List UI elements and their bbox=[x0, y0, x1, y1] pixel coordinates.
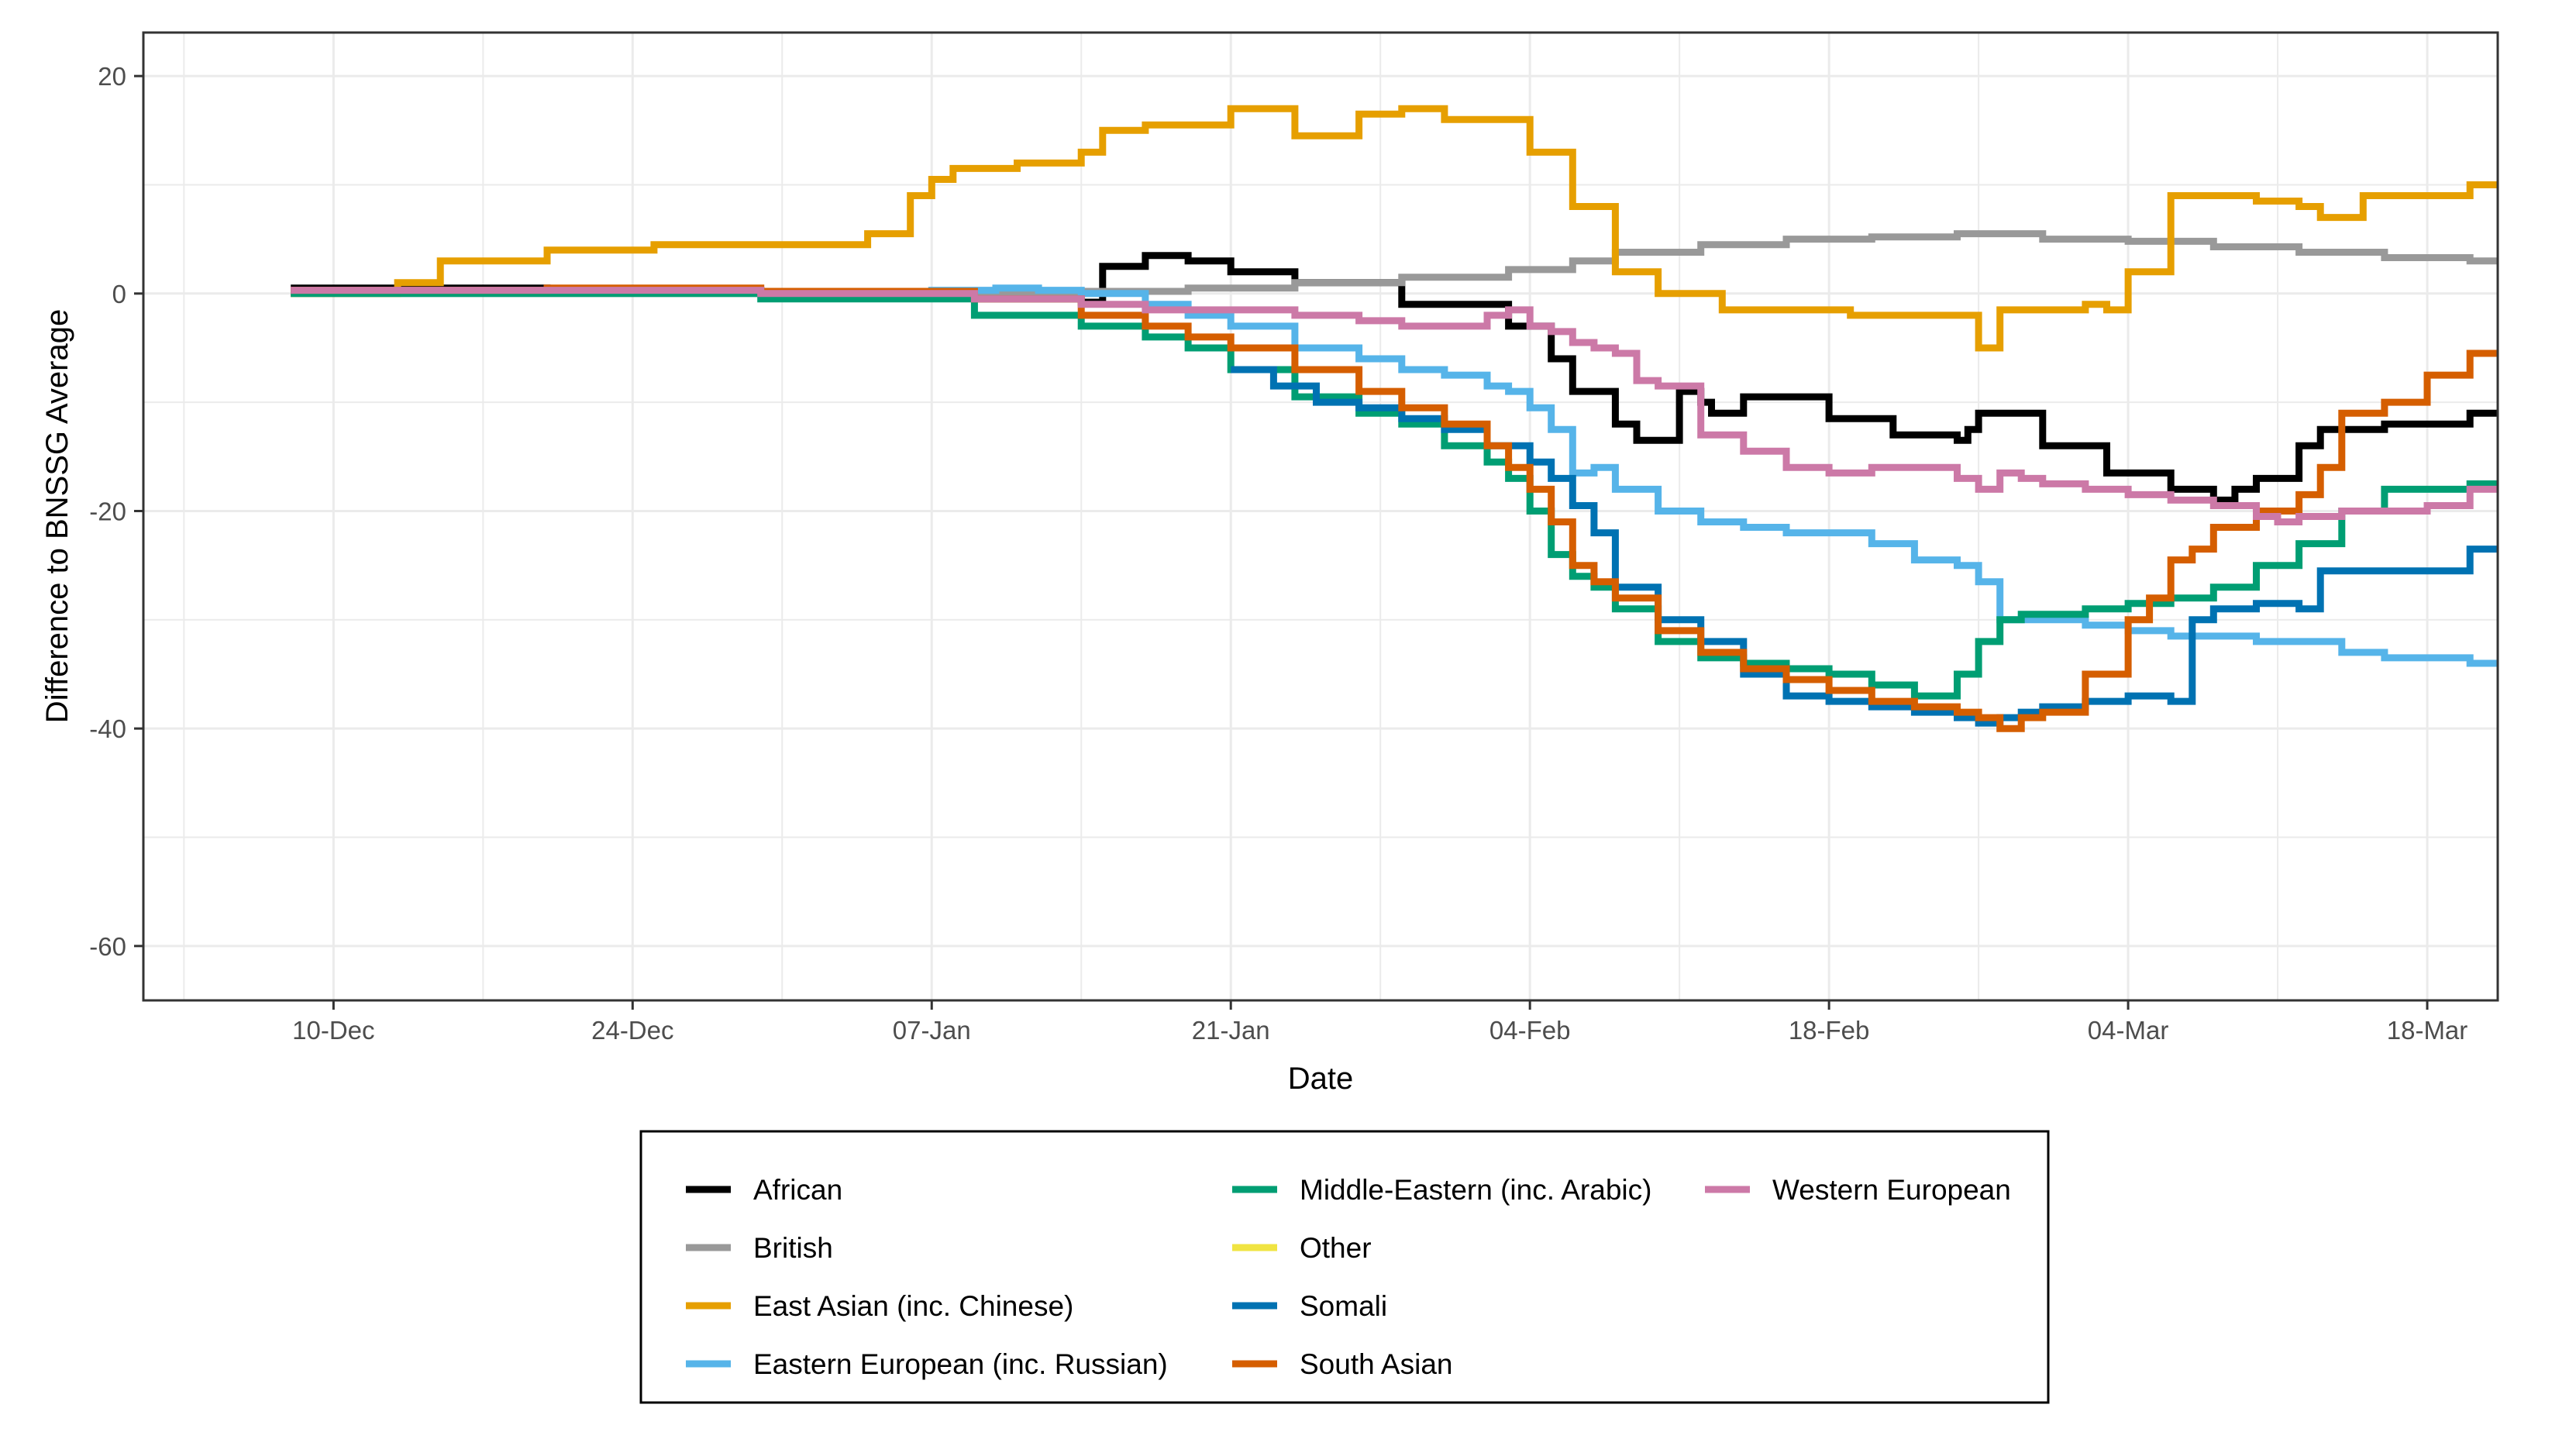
y-tick-label: -20 bbox=[89, 497, 126, 525]
legend-label: Other bbox=[1300, 1232, 1372, 1264]
legend-item-east-asian-inc-chinese: East Asian (inc. Chinese) bbox=[686, 1290, 1073, 1322]
legend-item-middle-eastern-inc-arabic: Middle-Eastern (inc. Arabic) bbox=[1232, 1174, 1651, 1206]
x-tick-label: 18-Feb bbox=[1789, 1016, 1870, 1045]
legend-item-eastern-european-inc-russian: Eastern European (inc. Russian) bbox=[686, 1348, 1168, 1380]
major-gridlines bbox=[143, 33, 2498, 1000]
series-lines bbox=[291, 105, 2498, 732]
legend-item-western-european: Western European bbox=[1705, 1174, 2011, 1206]
legend-label: Western European bbox=[1772, 1174, 2011, 1206]
series-line-south-asian bbox=[291, 284, 2498, 732]
y-tick-label: -40 bbox=[89, 714, 126, 743]
plot-panel-border bbox=[142, 31, 2499, 1002]
legend-item-other: Other bbox=[1232, 1232, 1372, 1264]
x-tick-label: 10-Dec bbox=[292, 1016, 374, 1045]
y-tick-label: 0 bbox=[112, 280, 126, 308]
legend-label: East Asian (inc. Chinese) bbox=[753, 1290, 1073, 1322]
y-tick-label: 20 bbox=[98, 62, 126, 91]
y-axis: 20 0 -20 -40 -60 bbox=[89, 62, 143, 961]
x-tick-label: 18-Mar bbox=[2387, 1016, 2468, 1045]
y-tick-label: -60 bbox=[89, 932, 126, 961]
x-axis: 10-Dec 24-Dec 07-Jan 21-Jan 04-Feb 18-Feb 04-M… bbox=[292, 1000, 2468, 1045]
legend-label: Eastern European (inc. Russian) bbox=[753, 1348, 1168, 1380]
legend-label: Somali bbox=[1300, 1290, 1387, 1322]
series-line-african bbox=[291, 252, 2498, 504]
legend-item-african: African bbox=[686, 1174, 842, 1206]
series-line-middle-eastern-inc-arabic bbox=[291, 290, 2498, 700]
legend-box bbox=[639, 1130, 2050, 1404]
series-line-east-asian-inc-chinese bbox=[291, 105, 2498, 352]
x-axis-title: Date bbox=[1288, 1062, 1354, 1096]
series-line-western-european bbox=[291, 287, 2498, 525]
legend-item-south-asian: South Asian bbox=[1232, 1348, 1452, 1380]
legend-label: Middle-Eastern (inc. Arabic) bbox=[1300, 1174, 1651, 1206]
legend-label: African bbox=[753, 1174, 842, 1206]
y-axis-title: Difference to BNSSG Average bbox=[40, 309, 74, 723]
x-tick-label: 04-Feb bbox=[1489, 1016, 1571, 1045]
legend-item-somali: Somali bbox=[1232, 1290, 1387, 1322]
series-line-british bbox=[291, 230, 2498, 298]
x-tick-label: 04-Mar bbox=[2088, 1016, 2169, 1045]
series-line-eastern-european-inc-russian bbox=[291, 284, 2498, 667]
x-tick-label: 24-Dec bbox=[591, 1016, 673, 1045]
x-tick-label: 21-Jan bbox=[1192, 1016, 1270, 1045]
x-tick-label: 07-Jan bbox=[893, 1016, 971, 1045]
legend-item-british: British bbox=[686, 1232, 833, 1264]
legend-label: South Asian bbox=[1300, 1348, 1452, 1380]
legend-label: British bbox=[753, 1232, 833, 1264]
legend: African British East Asian (inc. Chinese) E… bbox=[639, 1130, 2050, 1404]
